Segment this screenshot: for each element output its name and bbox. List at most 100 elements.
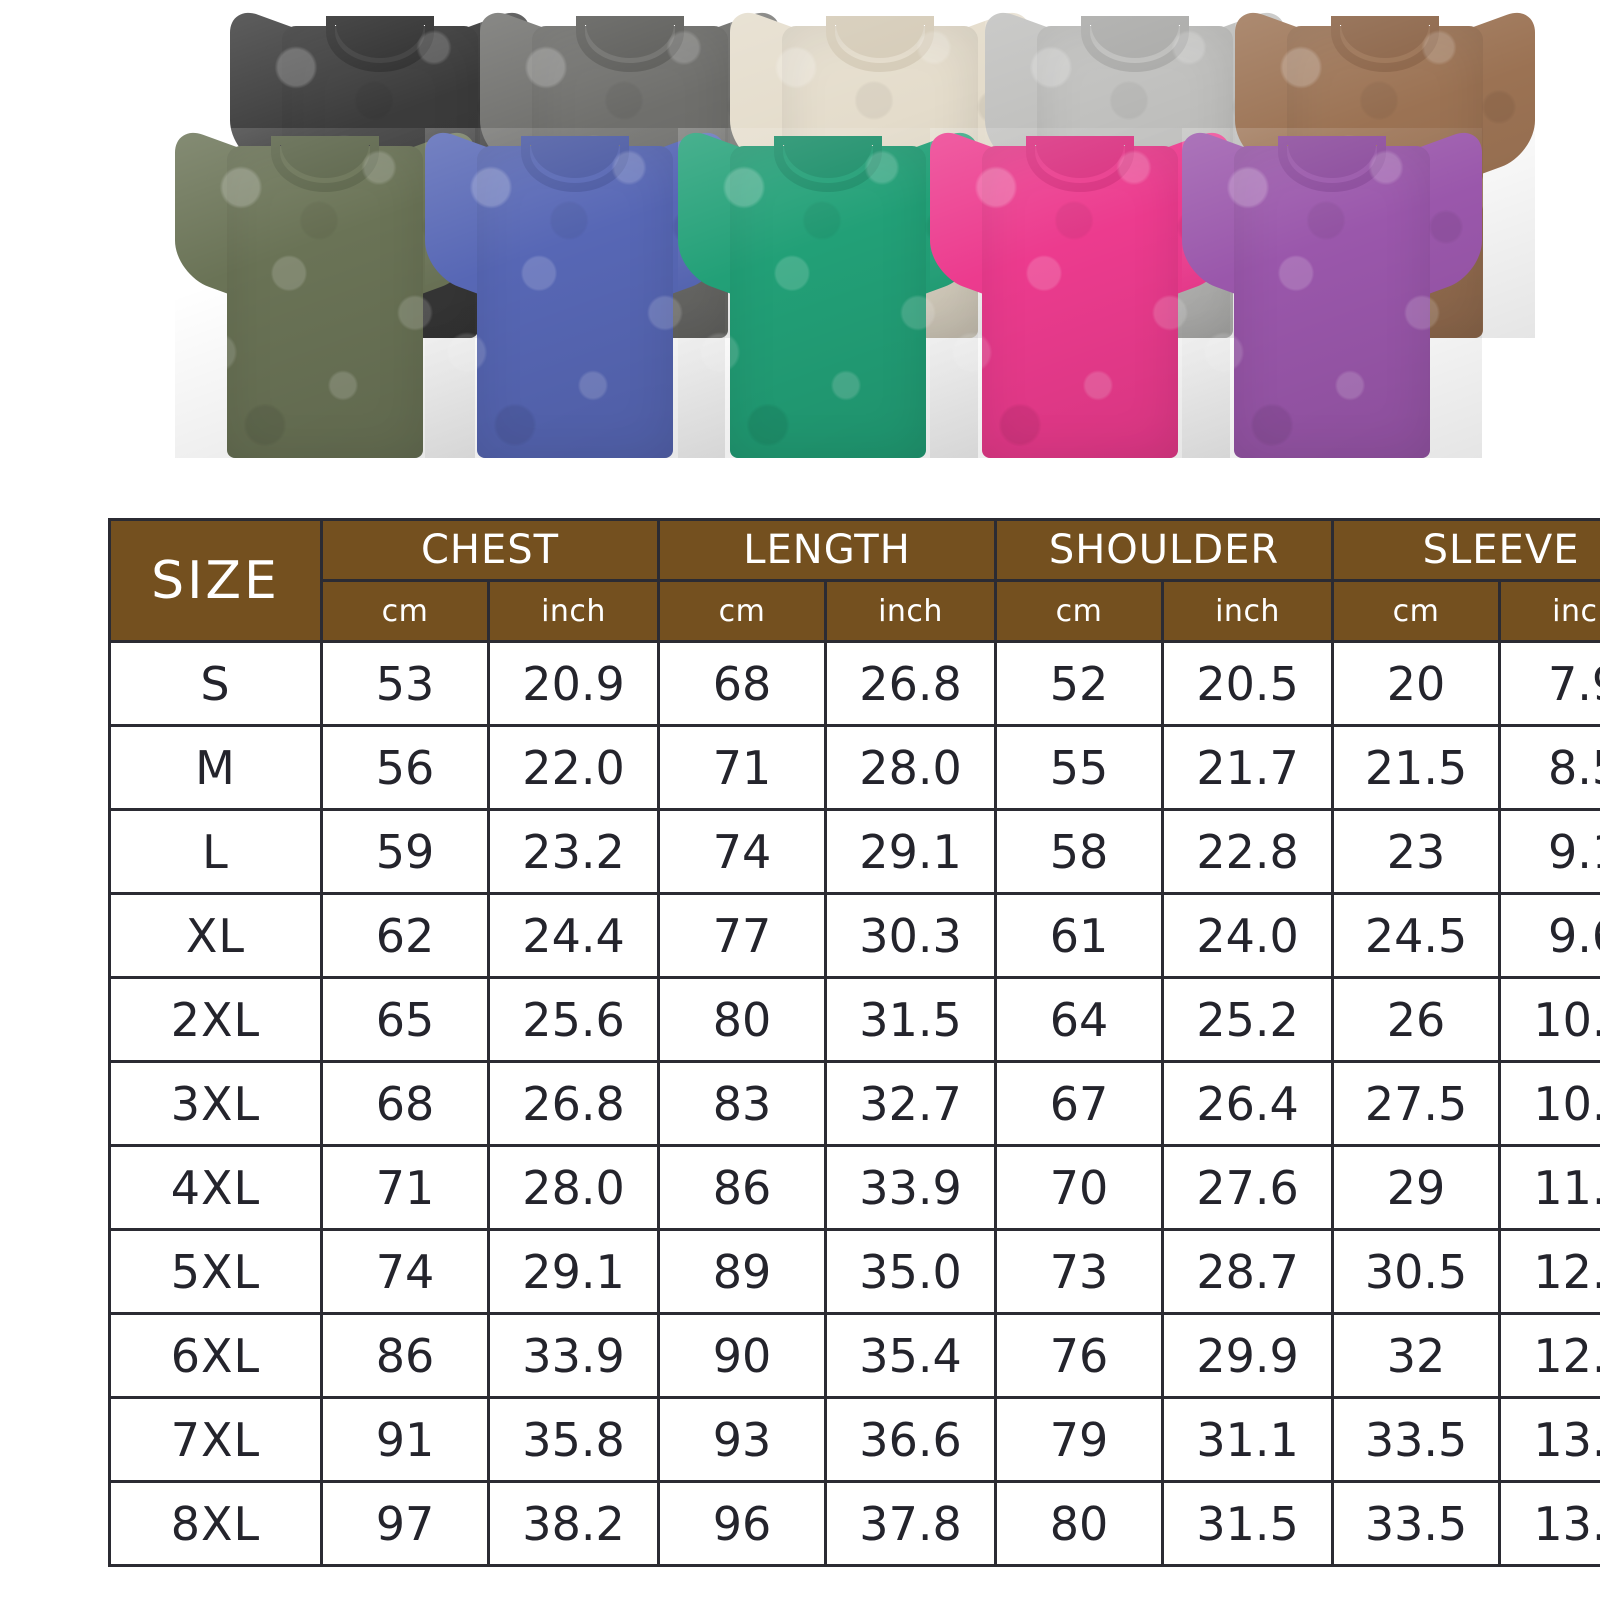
measurement-cell: 90 — [657, 1312, 828, 1399]
measurement-cell: 28.0 — [486, 1144, 661, 1231]
size-label-cell: M — [108, 724, 323, 811]
measurement-cell: 86 — [657, 1144, 828, 1231]
measurement-cell: 71 — [657, 724, 828, 811]
header-row-groups: SIZE CHEST LENGTH SHOULDER SLEEVE — [108, 518, 1600, 643]
table-header: SIZE CHEST LENGTH SHOULDER SLEEVE cm inc… — [108, 518, 1600, 643]
measurement-cell: 74 — [657, 808, 828, 895]
measurement-cell: 20.9 — [486, 640, 661, 727]
measurement-cell: 25.2 — [1161, 976, 1335, 1063]
measurement-cell: 38.2 — [486, 1480, 661, 1567]
header-group-length: LENGTH — [657, 518, 998, 582]
blue-tshirt-torso — [477, 146, 673, 458]
measurement-cell: 77 — [657, 892, 828, 979]
header-unit-chest-cm: cm — [320, 579, 490, 643]
measurement-cell: 7.9 — [1498, 640, 1600, 727]
green-tshirt-torso — [730, 146, 926, 458]
measurement-cell: 68 — [657, 640, 828, 727]
measurement-cell: 20 — [1331, 640, 1502, 727]
header-size: SIZE — [108, 518, 323, 643]
measurement-cell: 13.2 — [1498, 1480, 1600, 1567]
header-unit-length-inch: inch — [824, 579, 998, 643]
blue-tshirt-collar — [521, 136, 629, 192]
measurement-cell: 86 — [320, 1312, 490, 1399]
measurement-cell: 8.5 — [1498, 724, 1600, 811]
measurement-cell: 11.4 — [1498, 1144, 1600, 1231]
measurement-cell: 22.0 — [486, 724, 661, 811]
measurement-cell: 30.5 — [1331, 1228, 1502, 1315]
measurement-cell: 24.4 — [486, 892, 661, 979]
measurement-cell: 26.4 — [1161, 1060, 1335, 1147]
measurement-cell: 10.2 — [1498, 976, 1600, 1063]
measurement-cell: 28.7 — [1161, 1228, 1335, 1315]
measurement-cell: 59 — [320, 808, 490, 895]
measurement-cell: 35.0 — [824, 1228, 998, 1315]
header-group-sleeve: SLEEVE — [1331, 518, 1600, 582]
size-label-cell: 8XL — [108, 1480, 323, 1567]
measurement-cell: 32.7 — [824, 1060, 998, 1147]
size-label-cell: 7XL — [108, 1396, 323, 1483]
measurement-cell: 79 — [994, 1396, 1165, 1483]
measurement-cell: 24.0 — [1161, 892, 1335, 979]
olive-green-tshirt-collar — [271, 136, 379, 192]
size-label-cell: S — [108, 640, 323, 727]
dark-grey-tshirt-collar — [576, 16, 684, 72]
measurement-cell: 29.1 — [824, 808, 998, 895]
size-label-cell: 3XL — [108, 1060, 323, 1147]
measurement-cell: 28.0 — [824, 724, 998, 811]
measurement-cell: 74 — [320, 1228, 490, 1315]
black-tshirt-collar — [326, 16, 434, 72]
measurement-cell: 29 — [1331, 1144, 1502, 1231]
measurement-cell: 35.4 — [824, 1312, 998, 1399]
measurement-cell: 33.5 — [1331, 1480, 1502, 1567]
measurement-cell: 21.7 — [1161, 724, 1335, 811]
measurement-cell: 70 — [994, 1144, 1165, 1231]
measurement-cell: 12.0 — [1498, 1228, 1600, 1315]
size-chart-container: SIZE CHEST LENGTH SHOULDER SLEEVE cm inc… — [108, 518, 1600, 1567]
measurement-cell: 83 — [657, 1060, 828, 1147]
measurement-cell: 56 — [320, 724, 490, 811]
measurement-cell: 27.6 — [1161, 1144, 1335, 1231]
size-label-cell: L — [108, 808, 323, 895]
measurement-cell: 52 — [994, 640, 1165, 727]
purple-tshirt — [1182, 124, 1482, 458]
measurement-cell: 10.8 — [1498, 1060, 1600, 1147]
measurement-cell: 61 — [994, 892, 1165, 979]
pink-tshirt-collar — [1026, 136, 1134, 192]
purple-tshirt-torso — [1234, 146, 1430, 458]
light-grey-tshirt-collar — [1081, 16, 1189, 72]
header-unit-sleeve-cm: cm — [1331, 579, 1502, 643]
measurement-cell: 80 — [994, 1480, 1165, 1567]
measurement-cell: 53 — [320, 640, 490, 727]
measurement-cell: 31.5 — [1161, 1480, 1335, 1567]
measurement-cell: 26.8 — [824, 640, 998, 727]
green-tshirt-collar — [774, 136, 882, 192]
measurement-cell: 26.8 — [486, 1060, 661, 1147]
measurement-cell: 31.1 — [1161, 1396, 1335, 1483]
measurement-cell: 97 — [320, 1480, 490, 1567]
measurement-cell: 64 — [994, 976, 1165, 1063]
measurement-cell: 29.9 — [1161, 1312, 1335, 1399]
header-group-chest: CHEST — [319, 518, 661, 582]
measurement-cell: 37.8 — [824, 1480, 998, 1567]
olive-green-tshirt-torso — [227, 146, 423, 458]
header-unit-chest-inch: inch — [486, 579, 661, 643]
measurement-cell: 20.5 — [1161, 640, 1335, 727]
measurement-cell: 33.5 — [1331, 1396, 1502, 1483]
size-label-cell: 2XL — [108, 976, 323, 1063]
table-body: S5320.96826.85220.5207.9M5622.07128.0552… — [108, 640, 1600, 1567]
size-label-cell: 5XL — [108, 1228, 323, 1315]
measurement-cell: 71 — [320, 1144, 490, 1231]
measurement-cell: 65 — [320, 976, 490, 1063]
size-label-cell: XL — [108, 892, 323, 979]
measurement-cell: 23 — [1331, 808, 1502, 895]
cream-tshirt-collar — [826, 16, 934, 72]
size-label-cell: 6XL — [108, 1312, 323, 1399]
